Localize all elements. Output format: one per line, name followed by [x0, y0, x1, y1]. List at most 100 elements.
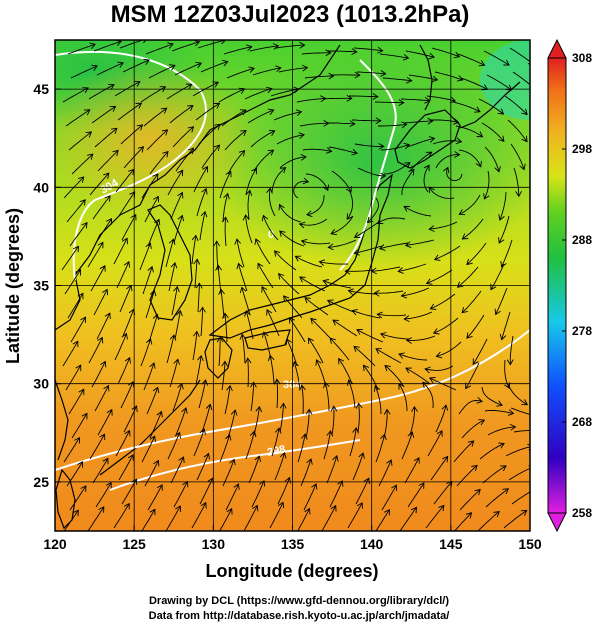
streamline-arrowhead: [187, 147, 195, 154]
streamline: [375, 434, 385, 463]
streamline: [145, 43, 174, 55]
streamline: [94, 127, 118, 148]
streamline-arrowhead: [400, 291, 408, 299]
streamline: [323, 280, 352, 289]
streamline: [499, 191, 507, 221]
streamline-arrowhead: [131, 478, 138, 486]
streamline: [123, 146, 144, 169]
streamline-arrowhead: [239, 333, 247, 340]
streamline-arrowhead: [112, 149, 119, 157]
streamline: [121, 214, 137, 241]
streamline-arrowhead: [261, 214, 269, 222]
streamline-arrowhead: [226, 507, 233, 515]
streamline: [380, 144, 410, 151]
streamline-arrowhead: [279, 167, 287, 174]
streamline: [195, 355, 202, 385]
streamline-arrowhead: [156, 484, 163, 491]
streamline: [62, 341, 79, 367]
y-axis-ticks: 25 30 35 40 45: [33, 81, 61, 490]
kuril-coastline: [459, 81, 521, 129]
streamline: [457, 53, 485, 66]
streamline-arrowhead: [177, 191, 184, 199]
streamline-arrowhead: [503, 59, 510, 66]
streamline: [503, 510, 527, 529]
streamline-arrowhead: [267, 354, 275, 362]
streamline: [308, 337, 324, 364]
streamline: [247, 190, 251, 220]
streamline: [324, 382, 330, 412]
streamline: [149, 151, 169, 175]
streamline: [198, 379, 207, 409]
streamline-arrowhead: [177, 214, 185, 222]
streamline: [68, 131, 92, 151]
streamline: [174, 310, 181, 340]
streamline: [170, 456, 184, 484]
x-axis-label: Longitude (degrees): [205, 561, 378, 581]
streamline: [118, 454, 134, 481]
streamline-arrowhead: [380, 172, 387, 180]
streamline: [91, 106, 116, 124]
streamline: [508, 467, 530, 481]
streamline-arrowhead: [472, 358, 479, 366]
x-tick-label: 125: [122, 536, 146, 552]
streamline-arrowhead: [351, 148, 358, 156]
streamline-arrowhead: [200, 210, 208, 218]
streamline: [458, 149, 482, 167]
streamline: [173, 215, 183, 244]
streamline: [271, 428, 280, 457]
streamline: [301, 52, 331, 55]
streamline-arrowhead: [530, 84, 536, 90]
china-east-coast: [55, 379, 69, 461]
streamline-arrowhead: [375, 348, 382, 355]
streamline-arrowhead: [292, 360, 299, 368]
streamline-arrowhead: [195, 61, 203, 69]
streamline-arrowhead: [506, 359, 514, 366]
streamline-arrowhead: [305, 408, 313, 415]
streamline-arrowhead: [461, 233, 469, 240]
streamline: [434, 245, 461, 261]
streamline: [251, 480, 265, 508]
streamline: [354, 221, 380, 238]
streamline-arrowhead: [498, 135, 505, 143]
streamline: [399, 507, 417, 531]
asia-coastline: [55, 44, 341, 331]
streamline: [299, 122, 329, 127]
streamline: [97, 409, 113, 436]
streamline: [174, 62, 202, 76]
streamline-arrowhead: [199, 306, 206, 313]
streamline-arrowhead: [408, 168, 415, 176]
streamline: [301, 240, 331, 245]
streamline-arrowhead: [137, 146, 145, 153]
streamline-arrowhead: [100, 360, 107, 368]
streamline: [355, 478, 370, 505]
streamline: [141, 436, 156, 463]
streamline: [367, 197, 379, 223]
streamline-arrowhead: [407, 431, 415, 438]
streamline-arrowhead: [498, 442, 505, 449]
streamline: [293, 180, 309, 199]
streamline-arrowhead: [346, 213, 353, 220]
streamline-arrowhead: [325, 49, 332, 57]
streamline-arrowhead: [99, 265, 106, 272]
streamline: [483, 50, 510, 66]
streamline-arrowhead: [325, 147, 333, 154]
streamline: [466, 314, 485, 339]
streamline-arrowhead: [330, 228, 337, 236]
streamline: [404, 457, 420, 484]
streamline-arrowhead: [105, 481, 112, 489]
streamline: [122, 59, 150, 73]
streamline: [322, 97, 352, 100]
colorbar-gradient: [547, 57, 567, 514]
streamline-arrowhead: [201, 187, 208, 195]
streamline: [168, 262, 176, 292]
streamline-arrowhead: [72, 509, 79, 517]
streamline: [357, 403, 360, 433]
streamline: [398, 353, 428, 361]
streamline: [249, 45, 279, 52]
streamline: [191, 502, 207, 529]
contour-line-north: [55, 50, 207, 281]
streamline: [241, 334, 246, 364]
streamline-arrowhead: [497, 108, 505, 115]
streamline: [89, 172, 110, 196]
streamline-arrowhead: [386, 459, 393, 466]
